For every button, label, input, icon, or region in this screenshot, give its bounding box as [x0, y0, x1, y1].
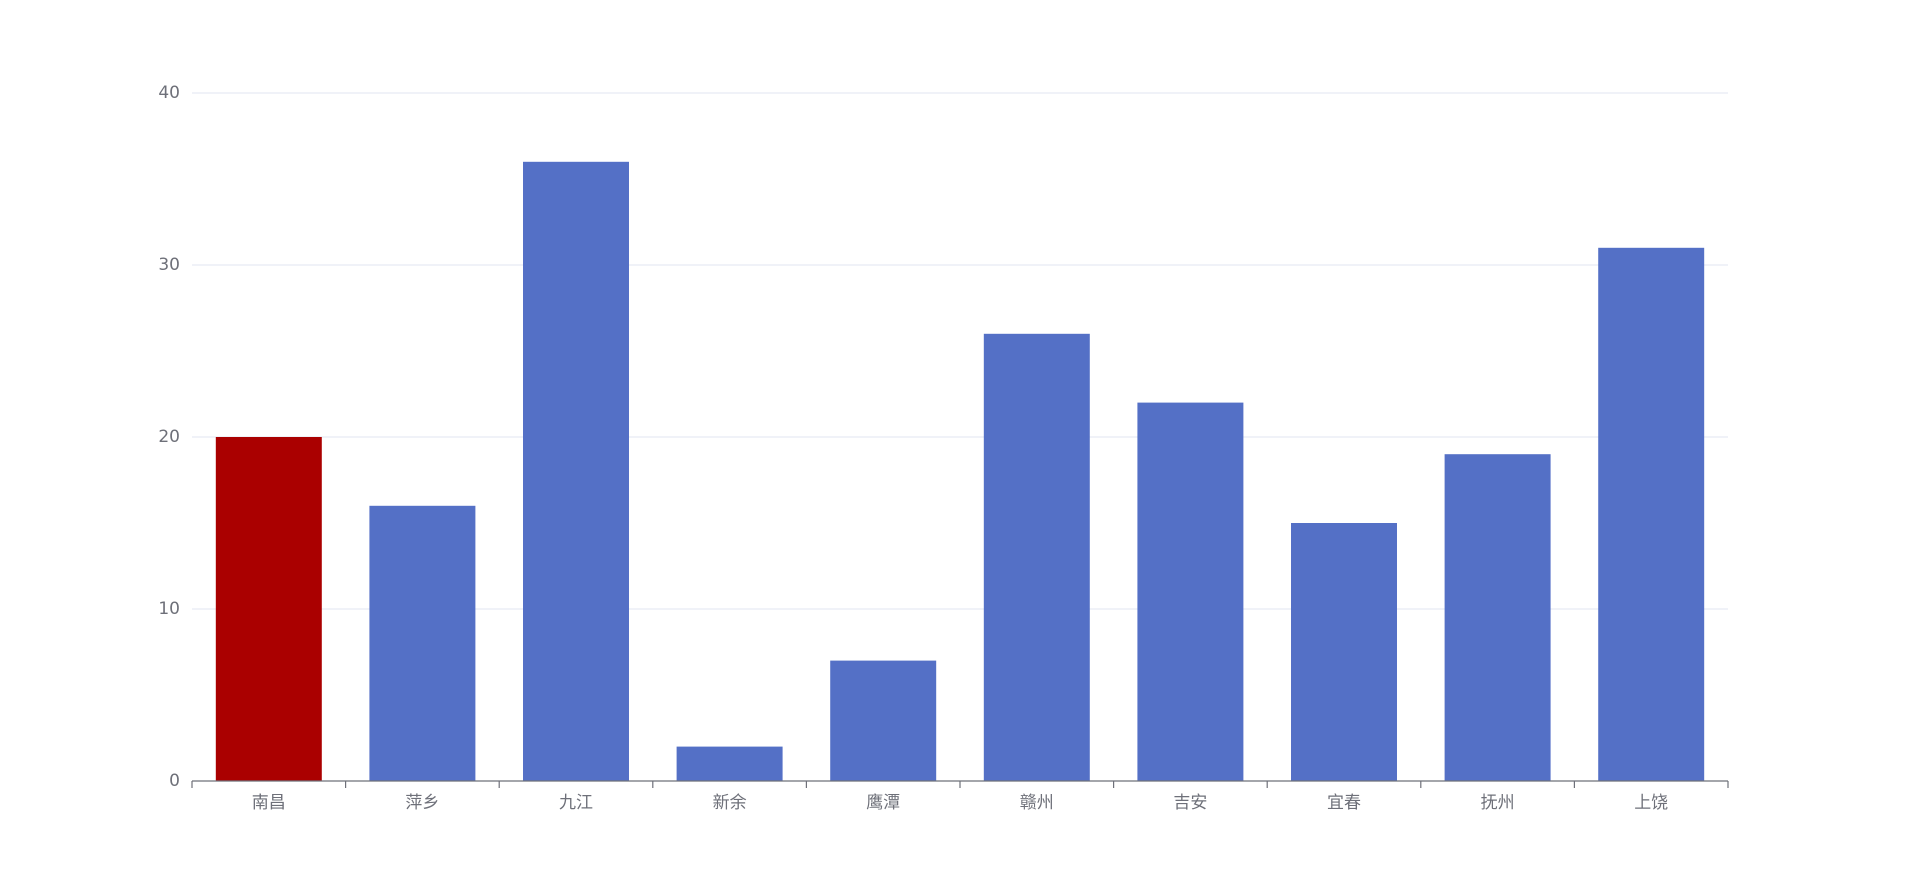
x-tick-label: 宜春: [1327, 793, 1361, 813]
x-tick-label: 抚州: [1481, 793, 1515, 813]
y-tick-label: 0: [169, 771, 180, 791]
bar: [830, 660, 937, 781]
x-tick-label: 萍乡: [405, 793, 439, 813]
y-tick-label: 10: [158, 599, 180, 619]
x-tick-label: 鹰潭: [866, 793, 900, 813]
bar: [1598, 247, 1705, 782]
bar: [369, 505, 476, 781]
x-tick-label: 新余: [713, 793, 747, 813]
bar: [1291, 523, 1397, 781]
bar: [1444, 454, 1551, 781]
y-tick-label: 30: [158, 255, 180, 275]
bar: [1137, 402, 1244, 781]
x-tick-label: 南昌: [252, 793, 286, 813]
bar: [983, 333, 1090, 781]
bar: [215, 437, 322, 781]
x-tick-label: 九江: [559, 793, 593, 813]
x-tick-label: 吉安: [1173, 793, 1207, 813]
bar: [523, 161, 629, 782]
x-tick-label: 赣州: [1020, 793, 1054, 813]
x-tick-label: 上饶: [1634, 793, 1668, 813]
y-tick-label: 20: [158, 427, 180, 447]
y-tick-label: 40: [158, 83, 180, 103]
bar: [676, 746, 783, 781]
